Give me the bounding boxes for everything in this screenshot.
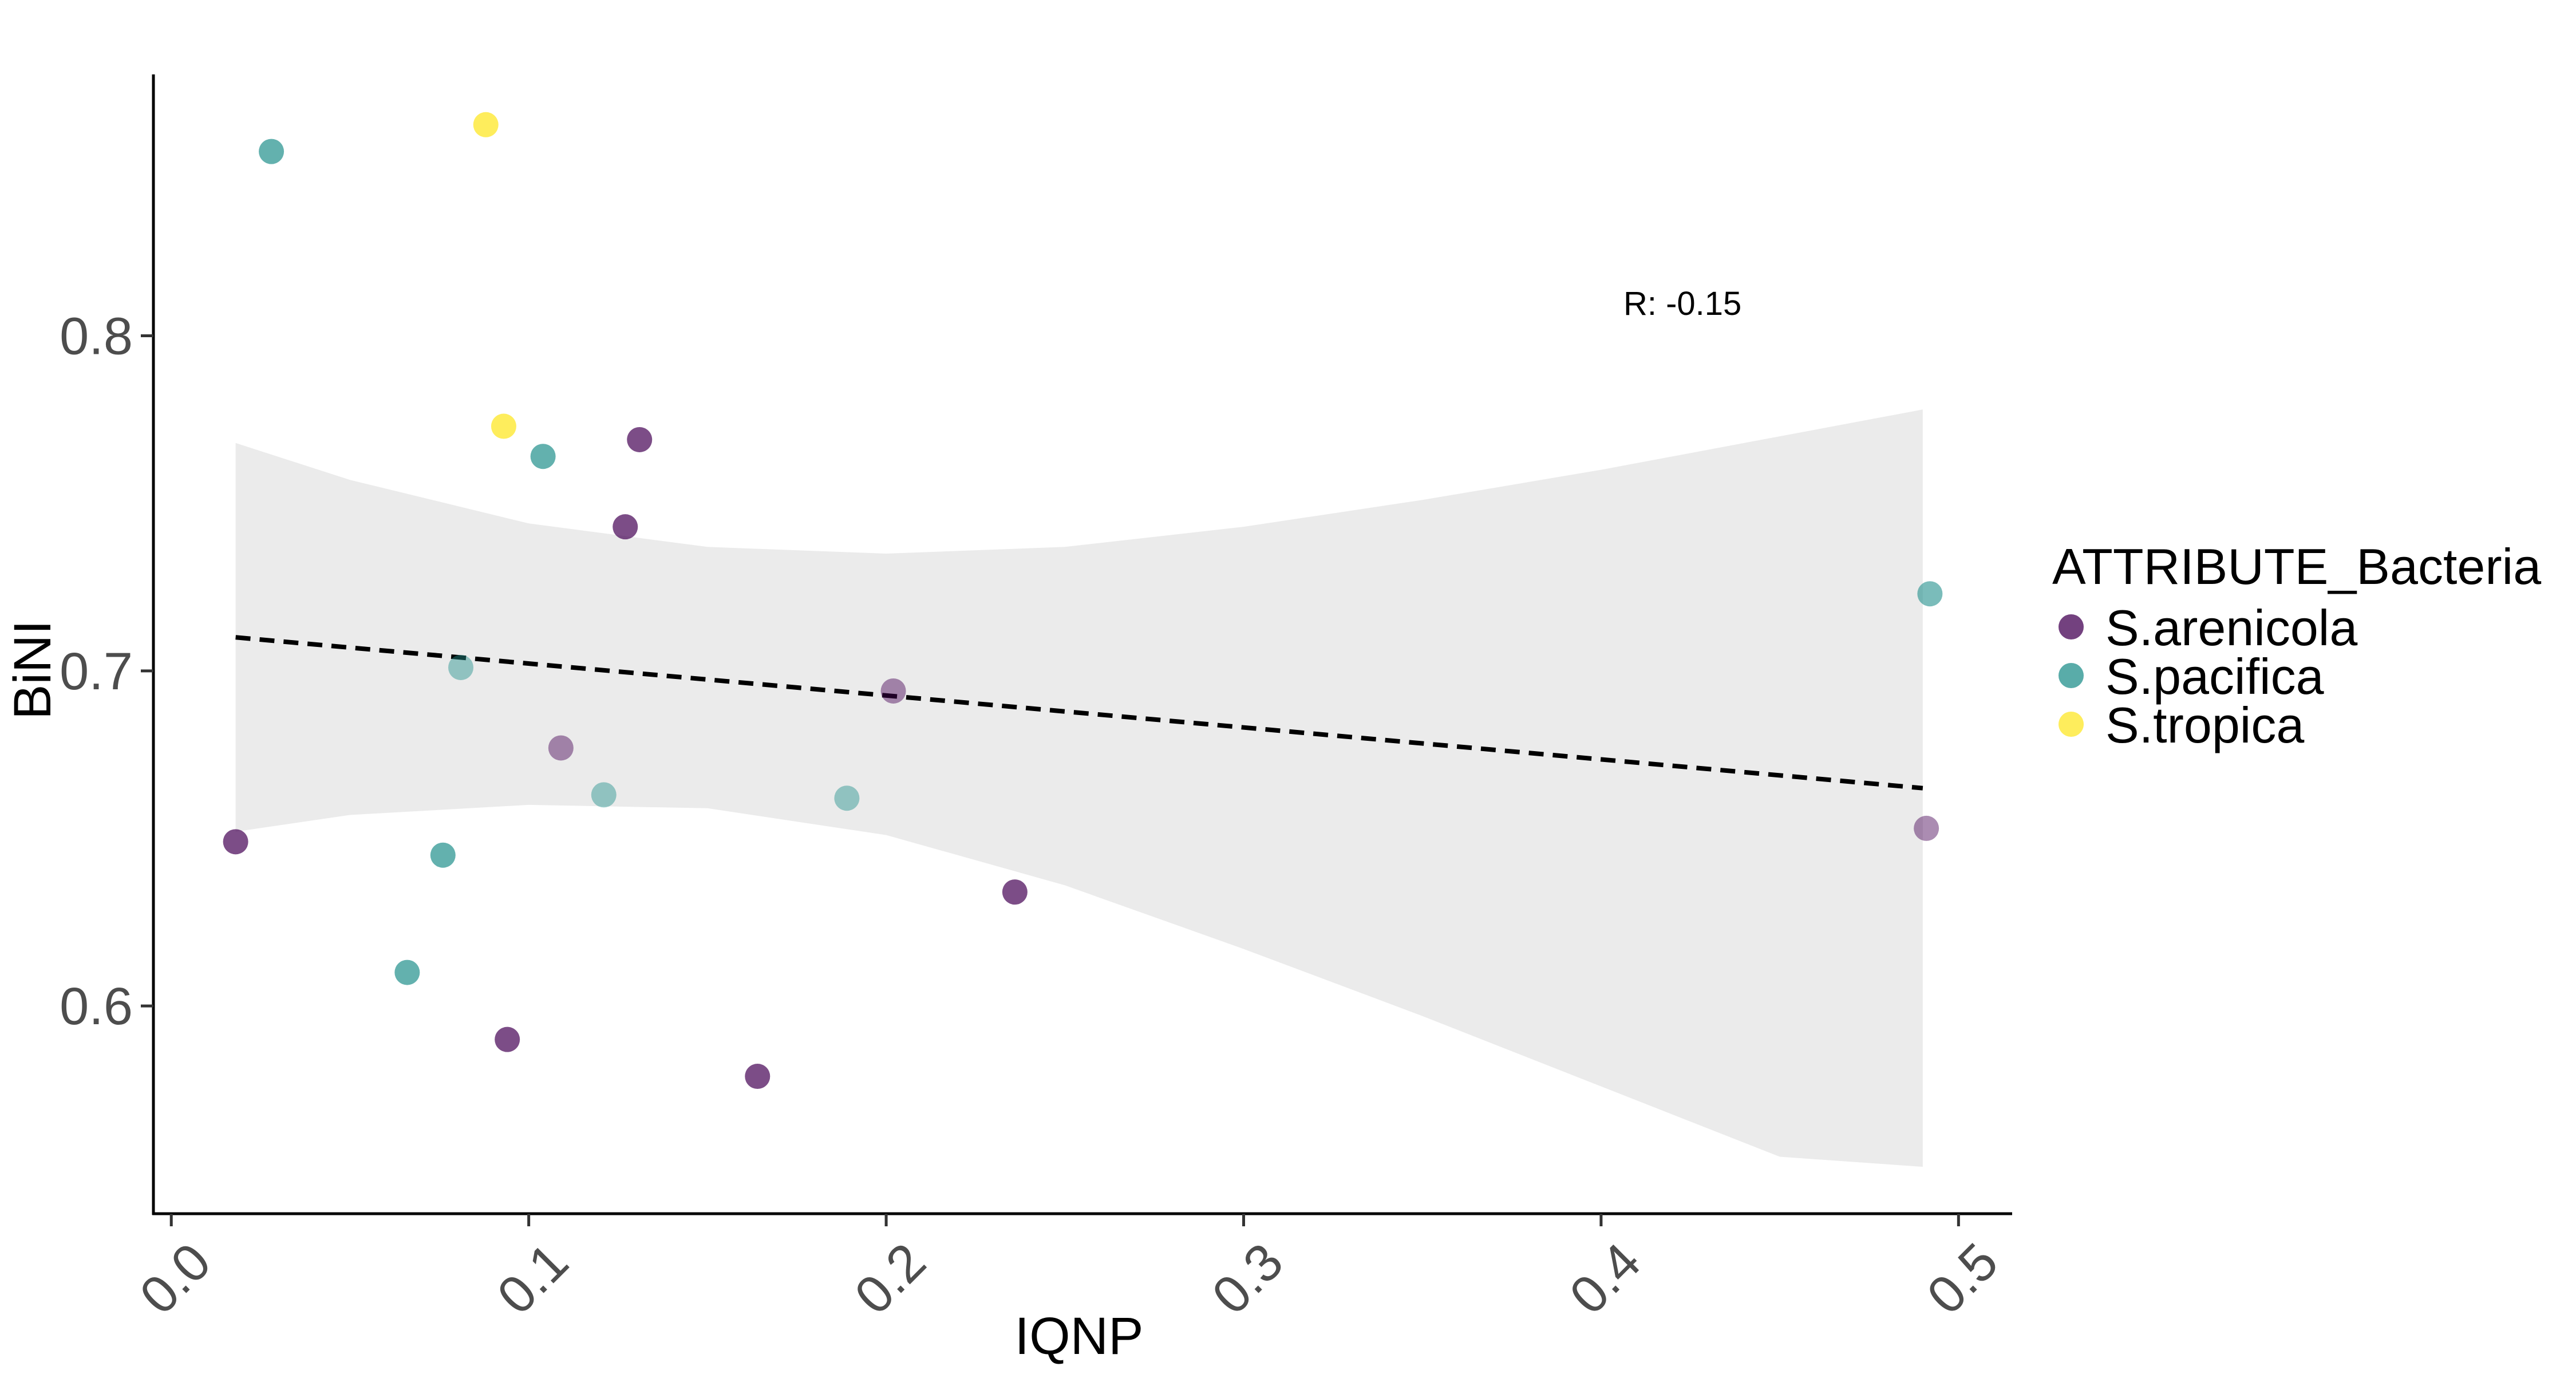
y-tick-label: 0.6	[60, 977, 133, 1036]
x-axis-title: IQNP	[1015, 1307, 1144, 1365]
data-point-s-arenicola	[223, 829, 248, 855]
legend: ATTRIBUTE_Bacteria S.arenicolaS.pacifica…	[2052, 538, 2541, 753]
data-point-s-pacifica	[259, 139, 285, 164]
trend-line-layer	[235, 635, 1923, 791]
data-point-s-pacifica	[430, 842, 456, 868]
legend-key	[2059, 712, 2084, 737]
data-point-s-pacifica	[448, 654, 474, 680]
data-point-s-pacifica	[530, 444, 556, 469]
data-point-s-arenicola	[627, 427, 653, 452]
legend-key	[2059, 663, 2084, 688]
x-tick-label: 0.0	[129, 1232, 222, 1325]
legend-label: S.arenicola	[2105, 599, 2357, 656]
data-point-s-tropica	[473, 112, 499, 137]
legend-key	[2059, 614, 2084, 639]
data-point-s-arenicola	[548, 735, 574, 761]
x-tick-label: 0.4	[1559, 1232, 1652, 1325]
legend-label: S.pacifica	[2105, 648, 2324, 705]
data-point-s-pacifica	[591, 782, 617, 808]
x-tick-label: 0.5	[1916, 1232, 2009, 1325]
y-tick-label: 0.7	[60, 642, 133, 701]
data-point-s-arenicola	[745, 1064, 771, 1089]
x-tick-label: 0.2	[844, 1232, 937, 1325]
data-point-s-pacifica	[394, 960, 420, 985]
y-tick-label: 0.8	[60, 307, 133, 366]
data-point-s-pacifica	[1917, 581, 1943, 607]
data-point-s-arenicola	[880, 678, 906, 704]
confidence-band	[235, 409, 1923, 1167]
correlation-annotation: R: -0.15	[1623, 285, 1741, 322]
data-point-s-arenicola	[613, 514, 638, 540]
legend-title: ATTRIBUTE_Bacteria	[2052, 538, 2541, 595]
x-tick-label: 0.1	[487, 1232, 580, 1325]
data-point-s-arenicola	[1914, 815, 1939, 841]
data-point-s-pacifica	[834, 785, 860, 811]
confidence-band-layer	[235, 409, 1923, 1167]
data-point-s-arenicola	[495, 1026, 520, 1052]
x-tick-label: 0.3	[1201, 1232, 1294, 1325]
y-axis-title: BiNI	[3, 620, 62, 720]
data-points	[223, 112, 1943, 1089]
trend-line	[235, 635, 1923, 791]
legend-label: S.tropica	[2105, 697, 2304, 753]
data-point-s-arenicola	[1002, 879, 1028, 905]
data-point-s-tropica	[491, 413, 516, 439]
